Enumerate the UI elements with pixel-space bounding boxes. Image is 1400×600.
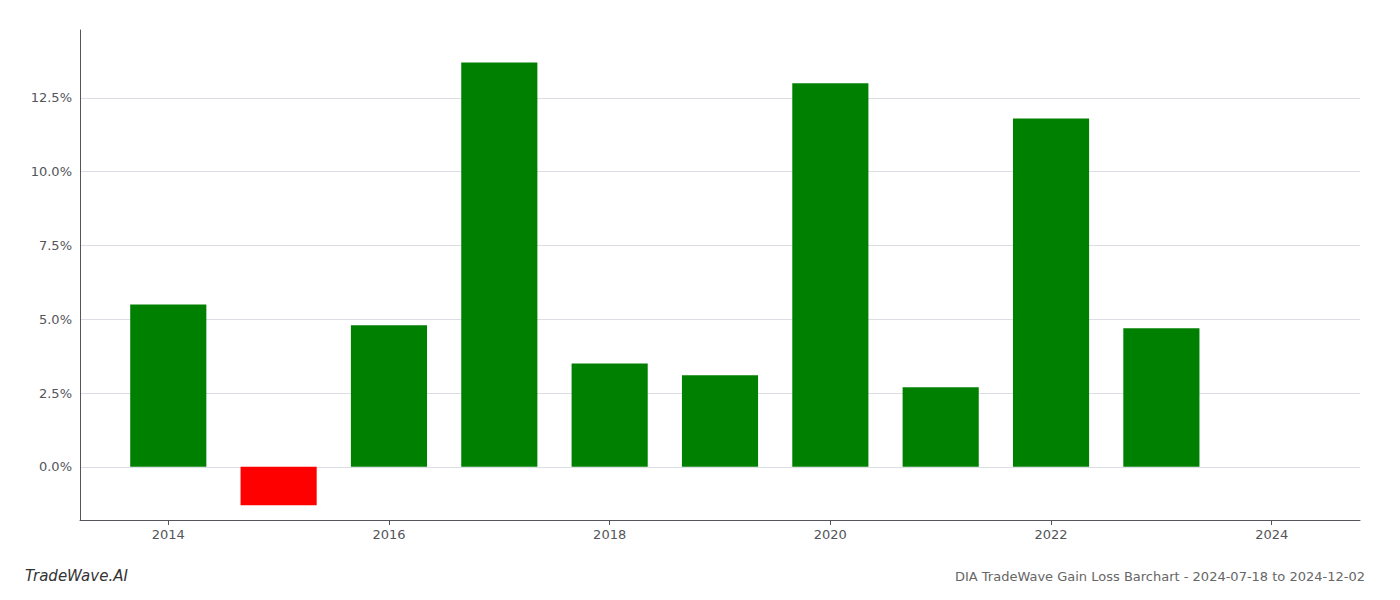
svg-text:2020: 2020 — [814, 527, 847, 542]
svg-text:0.0%: 0.0% — [39, 459, 72, 474]
svg-text:7.5%: 7.5% — [39, 238, 72, 253]
svg-text:2024: 2024 — [1255, 527, 1288, 542]
svg-text:10.0%: 10.0% — [31, 164, 72, 179]
svg-text:TradeWave.AI: TradeWave.AI — [25, 567, 128, 585]
svg-text:DIA TradeWave Gain Loss Barcha: DIA TradeWave Gain Loss Barchart - 2024-… — [955, 569, 1365, 584]
svg-text:2014: 2014 — [152, 527, 185, 542]
svg-text:12.5%: 12.5% — [31, 90, 72, 105]
svg-text:2016: 2016 — [372, 527, 405, 542]
svg-text:2022: 2022 — [1034, 527, 1067, 542]
svg-text:2018: 2018 — [593, 527, 626, 542]
svg-text:2.5%: 2.5% — [39, 386, 72, 401]
svg-text:5.0%: 5.0% — [39, 312, 72, 327]
